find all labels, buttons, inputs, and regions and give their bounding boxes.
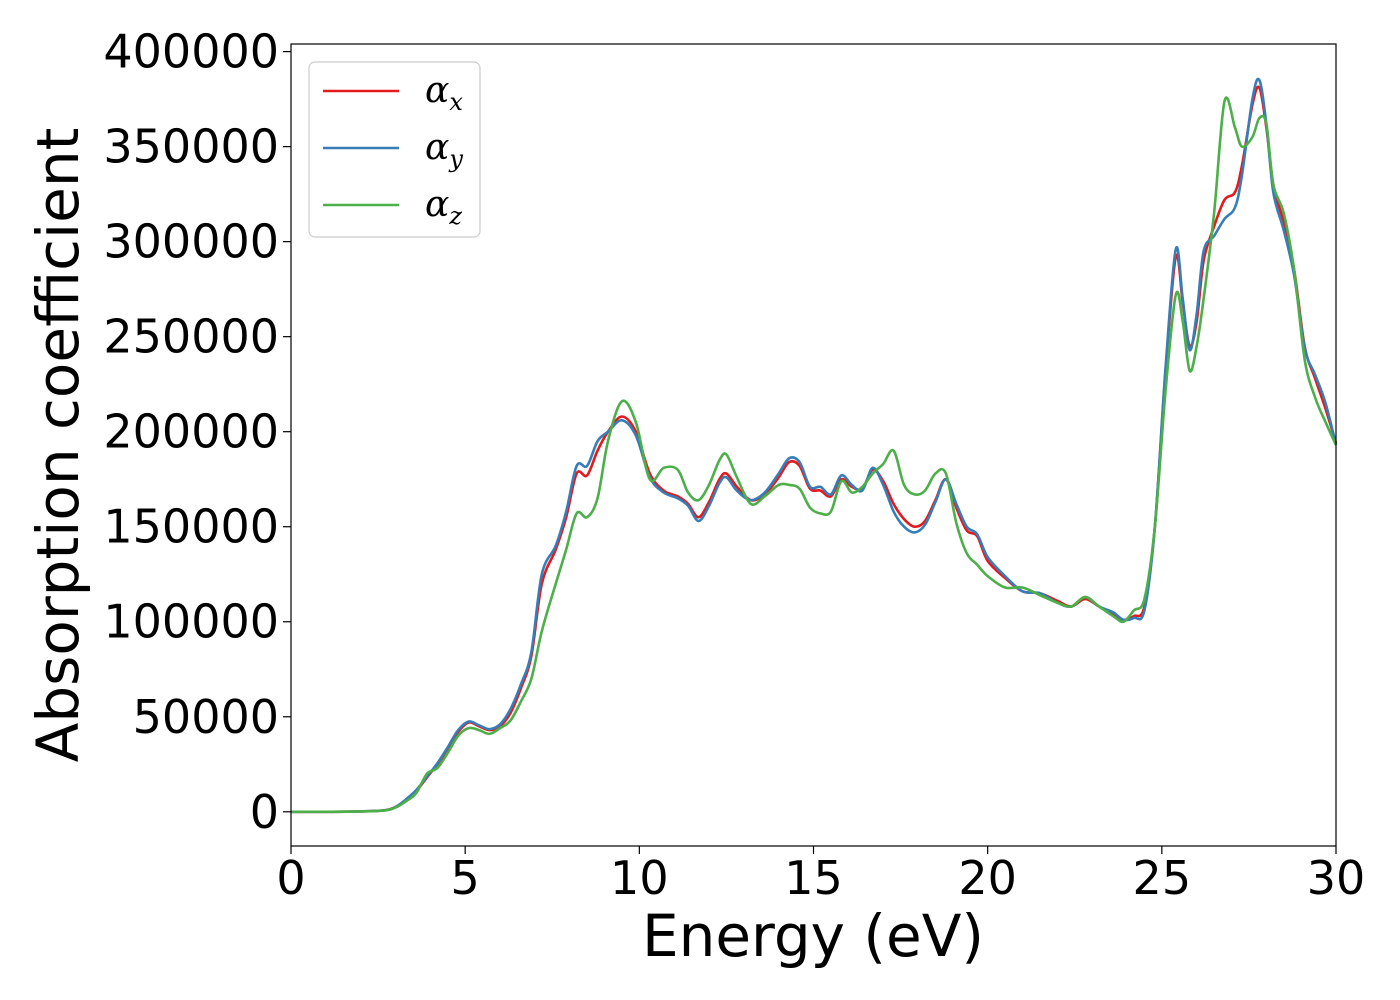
legend-label-x: αx xyxy=(425,70,463,116)
x-axis-label: Energy (eV) xyxy=(642,902,984,970)
y-tick-label: 50000 xyxy=(133,690,279,744)
y-tick-label: 350000 xyxy=(103,120,279,174)
x-tick-label: 5 xyxy=(451,851,480,905)
legend-label-z: αz xyxy=(425,184,462,230)
y-axis-label: Absorption coefficient xyxy=(24,128,92,763)
x-tick-label: 10 xyxy=(610,851,669,905)
legend-label-y: αy xyxy=(425,127,463,173)
y-tick-label: 150000 xyxy=(103,500,279,554)
legend-box xyxy=(308,61,481,238)
legend: αx αy αz xyxy=(308,61,481,238)
x-tick-label: 15 xyxy=(784,851,843,905)
x-tick-label: 30 xyxy=(1307,851,1366,905)
x-tick-label: 25 xyxy=(1133,851,1192,905)
x-tick-label: 0 xyxy=(276,851,305,905)
y-tick-label: 0 xyxy=(250,785,279,839)
y-tick-label: 200000 xyxy=(103,405,279,459)
y-tick-label: 400000 xyxy=(103,25,279,79)
y-tick-label: 250000 xyxy=(103,310,279,364)
x-tick-label: 20 xyxy=(958,851,1017,905)
series-line-z xyxy=(290,96,1338,814)
y-tick-label: 300000 xyxy=(103,215,279,269)
y-axis-ticks: 0 50000 100000 150000 200000 250000 300000 3500… xyxy=(103,25,291,839)
y-tick-label: 100000 xyxy=(103,595,279,649)
x-axis-ticks: 0 5 10 15 20 25 30 xyxy=(276,846,1365,905)
series-layer xyxy=(290,77,1338,814)
series-line-y xyxy=(290,77,1338,814)
